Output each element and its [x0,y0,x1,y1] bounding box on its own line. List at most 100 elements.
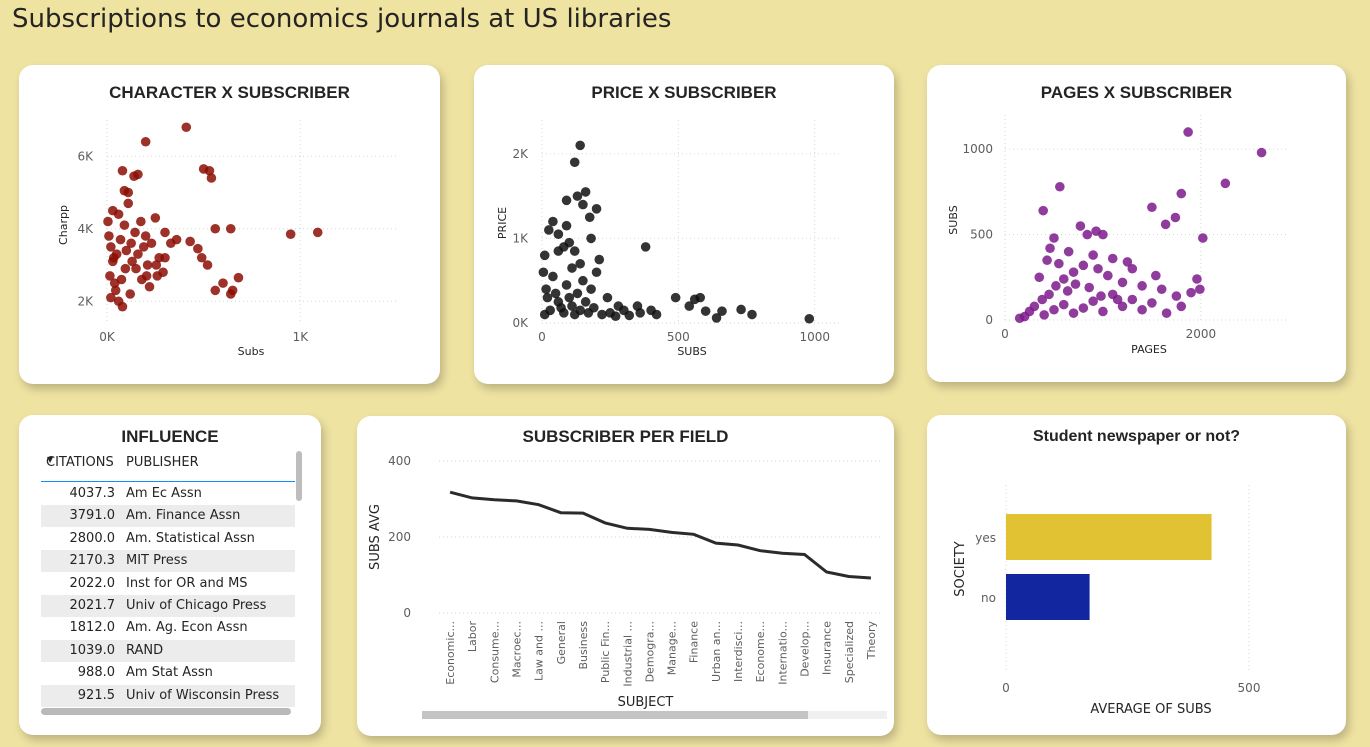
y-tick-label: 0 [985,313,993,327]
data-point [635,308,645,318]
column-header-citations[interactable]: CITATIONS [46,455,114,470]
data-point [150,213,161,223]
price-scatter-chart[interactable]: 0K 1K 2K 0 500 1000 PRICE SUBS [474,65,894,384]
influence-table-card[interactable]: INFLUENCE CITATIONS PUBLISHER ▼ 4037.3 Am… [19,415,321,735]
x-tick-label: Law and ... [533,621,546,681]
x-tick-label: Specialized [843,621,856,683]
table-row[interactable]: 921.5 Univ of Wisconsin Press [41,684,295,707]
pages-scatter-chart[interactable]: 0 500 1000 0 2000 SUBS PAGES [927,65,1346,382]
subscriber-per-field-card[interactable]: SUBSCRIBER PER FIELD 0 200 400 SUBS AVG Econ… [357,416,894,736]
table-row[interactable]: 2022.0 Inst for OR and MS [41,573,295,595]
x-tick-label: Theory [865,621,878,661]
y-axis-label: Charpp [57,205,70,245]
data-point [1137,304,1147,315]
data-point [550,288,561,299]
data-point [154,252,164,263]
y-tick-label: 1K [512,231,529,245]
data-point [106,242,116,252]
table-row[interactable]: 1039.0 RAND [41,639,295,662]
data-point [580,187,591,197]
data-point [206,173,217,183]
data-point [133,169,143,180]
data-point [569,246,580,256]
x-tick-label: Develop... [798,621,811,677]
data-point [567,301,577,311]
column-header-publisher[interactable]: PUBLISHER [126,455,199,470]
data-point [564,237,575,248]
chart-title: PRICE X SUBSCRIBER [591,83,777,102]
data-point [142,260,153,270]
character-subscriber-card[interactable]: CHARACTER X SUBSCRIBER 2K 4K 6K 0K 1K Charpp S… [19,65,440,384]
data-point [108,252,119,263]
data-point [640,242,651,252]
data-point [575,140,585,151]
x-tick-label: Demogra... [643,621,656,682]
x-tick-label: Urban an... [710,621,723,682]
data-point [166,238,176,249]
data-point [158,267,168,278]
price-subscriber-card[interactable]: PRICE X SUBSCRIBER 0K 1K 2K 0 500 1000 PRICE SU… [474,65,894,384]
data-point [1147,202,1157,213]
pages-subscriber-card[interactable]: PAGES X SUBSCRIBER 0 500 1000 0 2000 SUBS PAGE… [927,65,1346,382]
table-row[interactable]: 988.0 Am Stat Assn [41,662,295,684]
data-point [202,260,213,270]
data-point [580,297,591,307]
data-point [553,229,564,239]
data-point [1256,147,1267,158]
data-point [144,281,155,292]
data-point [1127,263,1138,274]
data-point [1176,301,1187,312]
x-axis-label: Subs [238,345,265,358]
data-point [1068,308,1079,318]
chart-title: PAGES X SUBSCRIBER [1040,83,1233,102]
citations-cell: 1039.0 [69,642,116,658]
society-bar-chart[interactable]: 0 500 yes no SOCIETY AVERAGE OF SUBS [927,415,1346,735]
subscriber-line-chart[interactable]: 0 200 400 SUBS AVG Economic... Labor Consume..… [357,416,894,736]
vertical-scrollbar[interactable] [296,451,302,501]
data-point [1088,250,1098,260]
data-point [210,223,221,234]
table-row[interactable]: 1812.0 Am. Ag. Econ Assn [41,617,295,639]
table-title: INFLUENCE [121,427,219,446]
publisher-cell: Am. Finance Assn [126,508,241,524]
table-row[interactable]: 2800.0 Am. Statistical Assn [41,528,295,550]
data-point [1088,296,1098,307]
table-row[interactable]: 2170.3 MIT Press [41,550,295,573]
data-point [1044,289,1054,300]
character-scatter-chart[interactable]: 2K 4K 6K 0K 1K Charpp Subs [19,65,440,384]
data-point [141,271,152,281]
sort-descending-icon[interactable]: ▼ [47,455,54,464]
x-axis-label: AVERAGE OF SUBS [1090,702,1211,717]
chart-title: CHARACTER X SUBSCRIBER [109,83,350,102]
data-point [1096,291,1106,301]
y-tick-label: 500 [970,228,993,242]
data-point [218,278,228,288]
data-point [1137,281,1147,291]
data-point [1034,272,1045,283]
x-axis-label: SUBJECT [618,695,674,710]
data-point [1068,267,1079,277]
data-point [108,205,118,216]
header-divider [41,481,295,482]
data-point [575,258,585,269]
x-tick-label: 1K [293,330,310,344]
data-point [711,313,722,323]
data-point [1098,306,1108,317]
table-row[interactable]: 4037.3 Am Ec Assn [41,483,295,505]
table-header: CITATIONS PUBLISHER ▼ [41,455,295,479]
student-newspaper-card[interactable]: Student newspaper or not? 0 500 yes no SOCIE… [927,415,1346,735]
data-point [589,302,599,313]
data-point [624,310,635,321]
data-point [146,238,157,249]
data-point [1093,263,1103,274]
data-point [312,227,323,238]
data-point [1117,277,1128,288]
data-point [597,309,607,320]
data-point [591,267,602,278]
x-tick-label: 0 [1002,681,1010,695]
table-row[interactable]: 3791.0 Am. Finance Assn [41,505,295,528]
data-point [1062,286,1073,296]
horizontal-scrollbar[interactable] [41,708,291,715]
citations-cell: 2022.0 [69,575,116,591]
table-row[interactable]: 2021.7 Univ of Chicago Press [41,595,295,617]
